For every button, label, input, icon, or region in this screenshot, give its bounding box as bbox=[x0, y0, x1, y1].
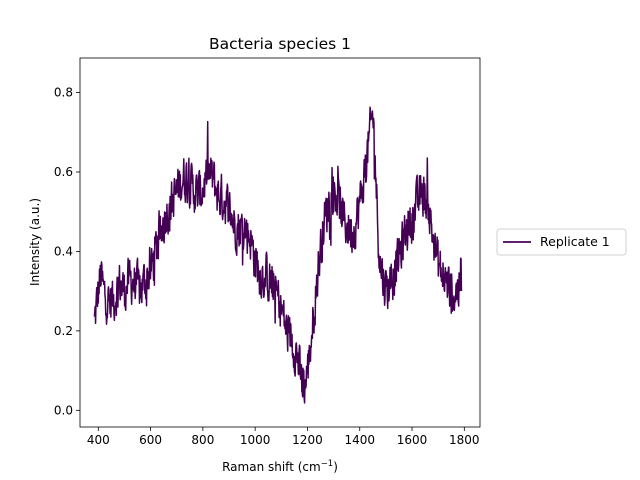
y-tick-label: 0.0 bbox=[54, 403, 73, 417]
x-axis-label: Raman shift (cm−1) bbox=[222, 459, 338, 474]
x-tick-label: 1400 bbox=[344, 433, 375, 447]
legend-box bbox=[496, 228, 627, 256]
x-tick-label: 1200 bbox=[292, 433, 323, 447]
y-tick-label: 0.2 bbox=[54, 324, 73, 338]
x-axis: 400 600 800 1000 1200 1400 1600 1800 bbox=[87, 427, 480, 447]
x-axis-label-superscript: −1 bbox=[321, 459, 334, 469]
plot-series bbox=[93, 106, 463, 404]
x-axis-label-text: Raman shift (cm bbox=[222, 460, 321, 474]
legend: Replicate 1 bbox=[496, 228, 627, 256]
x-tick-label: 400 bbox=[87, 433, 110, 447]
y-tick-label: 0.8 bbox=[54, 86, 73, 100]
plot-frame bbox=[79, 57, 481, 428]
x-axis-label-close: ) bbox=[333, 460, 338, 474]
x-tick-label: 600 bbox=[139, 433, 162, 447]
y-axis-label: Intensity (a.u.) bbox=[28, 198, 42, 286]
y-axis: 0.0 0.2 0.4 0.6 0.8 bbox=[54, 86, 80, 417]
x-tick-label: 1800 bbox=[449, 433, 480, 447]
x-tick-label: 1000 bbox=[240, 433, 271, 447]
legend-label: Replicate 1 bbox=[540, 234, 610, 249]
y-tick-label: 0.4 bbox=[54, 244, 73, 258]
x-tick-label: 1600 bbox=[397, 433, 428, 447]
chart-title: Bacteria species 1 bbox=[209, 35, 351, 53]
series-line-replicate-1 bbox=[93, 106, 463, 404]
y-tick-label: 0.6 bbox=[54, 165, 73, 179]
x-tick-label: 800 bbox=[191, 433, 214, 447]
